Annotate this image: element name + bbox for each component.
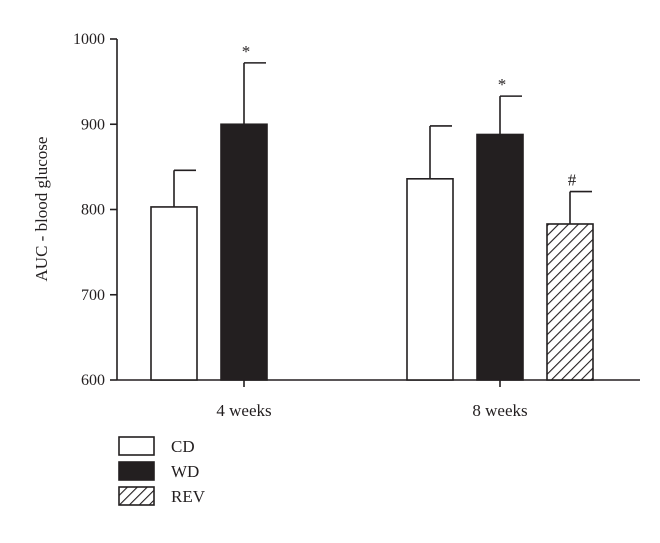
bar-wd: [476, 133, 524, 381]
legend-label: REV: [171, 487, 206, 506]
legend-label: WD: [171, 462, 199, 481]
legend-label: CD: [171, 437, 195, 456]
legend-swatch-cd: [118, 436, 155, 456]
legend-swatch-wd: [118, 461, 155, 481]
x-tick-label: 8 weeks: [472, 401, 527, 420]
bar-cd: [406, 178, 454, 381]
significance-mark: #: [568, 171, 577, 190]
legend-swatch-rev: [118, 486, 155, 506]
y-tick-label: 900: [81, 116, 105, 133]
x-tick-label: 4 weeks: [216, 401, 271, 420]
legend: CD WD REV: [118, 436, 206, 506]
bar-cd: [150, 206, 198, 381]
significance-mark: *: [498, 75, 507, 94]
plot-area: 600 700 800 900 1000 * 4 weeks * #8 weeks: [73, 31, 640, 420]
bar-wd: [220, 123, 268, 381]
y-tick-label: 700: [81, 287, 105, 304]
y-tick-label: 800: [81, 202, 105, 219]
bar-rev: [546, 223, 594, 381]
y-tick-label: 1000: [73, 31, 105, 48]
significance-mark: *: [242, 42, 251, 61]
y-tick-label: 600: [81, 372, 105, 389]
y-axis-label: AUC - blood glucose: [32, 137, 51, 282]
